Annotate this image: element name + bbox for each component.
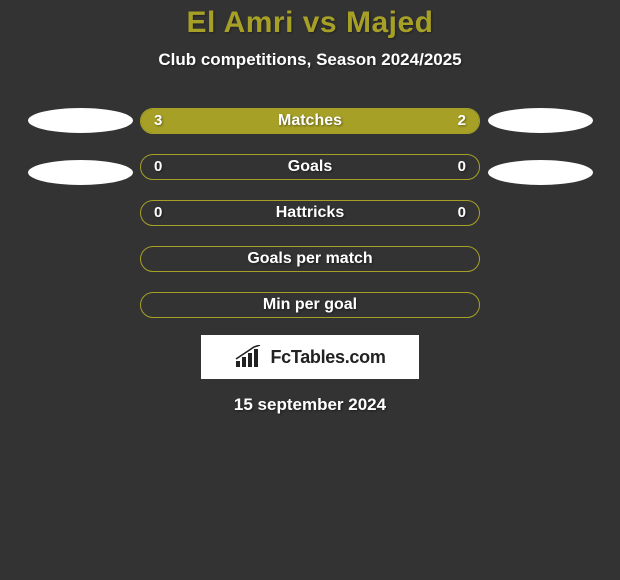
player-shadow-left [28, 160, 133, 185]
stat-row: Goals per match [0, 242, 620, 275]
stat-label: Goals per match [141, 250, 479, 268]
logo-box: FcTables.com [201, 335, 419, 379]
player-shadow-right [488, 108, 593, 133]
left-side [20, 154, 140, 179]
page-title: El Amri vs Majed [0, 6, 620, 40]
stat-rows: 32Matches 00Goals 00Hattricks Goals per mat… [0, 104, 620, 321]
stat-row: 00Goals [0, 150, 620, 183]
player-shadow-right [488, 160, 593, 185]
right-side [480, 108, 600, 133]
right-side [480, 154, 600, 179]
player-shadow-left [28, 108, 133, 133]
left-side [20, 108, 140, 133]
stat-bar: Goals per match [140, 246, 480, 272]
stat-label: Hattricks [141, 204, 479, 222]
subtitle: Club competitions, Season 2024/2025 [0, 50, 620, 70]
fctables-logo-icon [234, 345, 264, 369]
logo-text: FcTables.com [270, 347, 385, 368]
stat-row: 00Hattricks [0, 196, 620, 229]
stat-bar: 32Matches [140, 108, 480, 134]
stat-label: Matches [141, 112, 479, 130]
stat-bar: 00Goals [140, 154, 480, 180]
stat-bar: Min per goal [140, 292, 480, 318]
date-text: 15 september 2024 [0, 395, 620, 415]
stat-row: Min per goal [0, 288, 620, 321]
stat-label: Min per goal [141, 296, 479, 314]
stat-bar: 00Hattricks [140, 200, 480, 226]
comparison-card: El Amri vs Majed Club competitions, Seas… [0, 0, 620, 580]
stat-label: Goals [141, 158, 479, 176]
stat-row: 32Matches [0, 104, 620, 137]
